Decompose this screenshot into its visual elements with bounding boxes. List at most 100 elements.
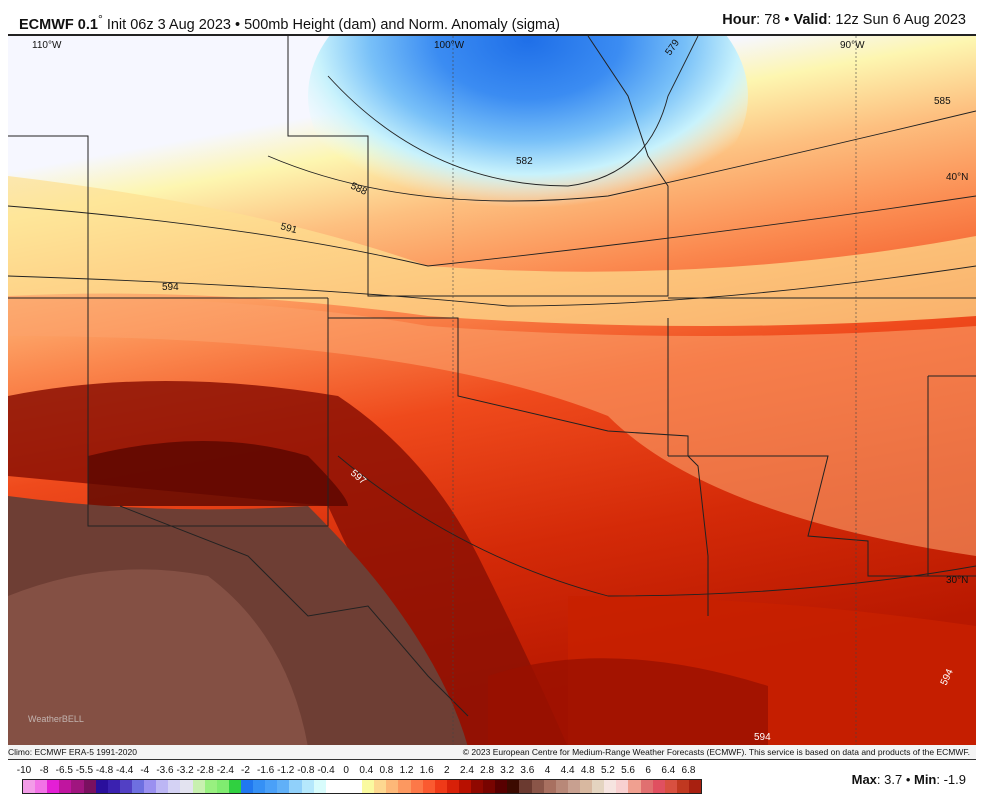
colorbar-tick-label: -6.5 (55, 765, 73, 776)
colorbar-tick-label: 2.4 (460, 765, 474, 776)
colorbar-swatch (265, 780, 278, 793)
colorbar-swatch (83, 780, 96, 793)
colorbar-swatch (325, 780, 338, 793)
colorbar-tick-label: -0.4 (317, 765, 335, 776)
colorbar-swatch (301, 780, 314, 793)
chart-title: ECMWF 0.1° Init 06z 3 Aug 2023 • 500mb H… (19, 12, 560, 33)
copyright-credit: © 2023 European Centre for Medium-Range … (462, 747, 970, 757)
contour-label-585: 585 (934, 96, 951, 107)
grid-lines (452, 36, 857, 747)
colorbar-swatch (337, 780, 350, 793)
grid-label-40n: 40°N (946, 172, 968, 183)
colorbar-swatch (349, 780, 363, 793)
colorbar-swatch (180, 780, 193, 793)
colorbar-swatch (144, 780, 157, 793)
credits-bar: Climo: ECMWF ERA-5 1991-2020 © 2023 Euro… (8, 745, 976, 760)
colorbar-tick-label: 0.4 (359, 765, 374, 776)
colorbar-swatch (204, 780, 217, 793)
colorbar-swatch (531, 780, 544, 793)
colorbar-tick-label: -5.5 (75, 765, 94, 776)
colorbar-swatch (422, 780, 435, 793)
colorbar-swatch (616, 780, 629, 793)
colorbar-swatch (131, 780, 145, 793)
colorbar-tick-label: 4 (544, 765, 551, 776)
min-label: Min (913, 772, 937, 787)
colorbar-swatch (216, 780, 229, 793)
colorbar (22, 779, 702, 794)
gulf-deep-zone (488, 658, 768, 747)
colorbar-swatch (495, 780, 508, 793)
colorbar-tick-label: 1.2 (399, 765, 414, 776)
colorbar-tick-label: -4.4 (116, 765, 134, 776)
colorbar-tick-label: -4 (140, 765, 150, 776)
watermark-logo: WeatherBELL (28, 714, 84, 724)
colorbar-swatch (640, 780, 653, 793)
colorbar-swatch (676, 780, 690, 793)
colorbar-swatch (71, 780, 84, 793)
max-label: Max (851, 772, 877, 787)
grid-label-90w: 90°W (840, 40, 865, 51)
grid-label-110w: 110°W (32, 40, 62, 51)
min-value: : -1.9 (936, 772, 966, 787)
colorbar-swatch (374, 780, 387, 793)
yellow-band (8, 176, 976, 326)
hour-value: : 78 • (756, 12, 794, 28)
valid-label: Valid (793, 12, 828, 28)
colorbar-swatch (567, 780, 581, 793)
valid-time: Hour: 78 • Valid: 12z Sun 6 Aug 2023 (722, 12, 966, 28)
colorbar-swatch (446, 780, 459, 793)
colorbar-tick-label: 6.4 (661, 765, 676, 776)
colorbar-swatch (689, 780, 702, 793)
anomaly-map: 110°W 100°W 90°W 40°N 30°N 579 582 585 5… (8, 34, 976, 747)
colorbar-tick-label: 4.8 (580, 765, 595, 776)
colorbar-swatch (555, 780, 568, 793)
colorbar-swatch (23, 780, 36, 793)
colorbar-tick-label: -3.6 (156, 765, 174, 776)
colorbar-swatch (289, 780, 302, 793)
colorbar-tick-label: 6.8 (681, 765, 696, 776)
colorbar-tick-label: 2.8 (480, 765, 495, 776)
colorbar-swatch (652, 780, 665, 793)
contour-label-594-south: 594 (754, 732, 771, 743)
colorbar-tick-label: -2.8 (196, 765, 214, 776)
colorbar-tick-label: 0.8 (379, 765, 394, 776)
colorbar-tick-label: 5.6 (621, 765, 635, 776)
colorbar-swatch (192, 780, 205, 793)
colorbar-tick-label: -8 (39, 765, 49, 776)
colorbar-swatch (543, 780, 556, 793)
hour-label: Hour (722, 12, 757, 28)
model-name: ECMWF 0.1 (19, 16, 98, 33)
degree-sign: ° (97, 12, 103, 26)
colorbar-tick-label: 4.4 (560, 765, 575, 776)
colorbar-swatch (483, 780, 496, 793)
colorbar-tick-label: 6 (645, 765, 651, 776)
climo-credit: Climo: ECMWF ERA-5 1991-2020 (8, 747, 137, 757)
colorbar-tick-label: 2 (444, 765, 450, 776)
max-value: : 3.7 • (876, 772, 914, 787)
colorbar-swatch (59, 780, 72, 793)
colorbar-swatch (228, 780, 241, 793)
colorbar-swatch (107, 780, 120, 793)
colorbar-swatch (592, 780, 605, 793)
colorbar-swatch (410, 780, 423, 793)
colorbar-tick-label: 3.6 (520, 765, 535, 776)
colorbar-swatch (507, 780, 520, 793)
colorbar-tick-label: -2 (241, 765, 250, 776)
max-min-stats: Max: 3.7 • Min: -1.9 (852, 772, 966, 787)
colorbar-swatch (277, 780, 290, 793)
colorbar-swatch (156, 780, 169, 793)
colorbar-swatch (47, 780, 60, 793)
colorbar-swatch (313, 780, 326, 793)
colorbar-swatch (519, 780, 532, 793)
colorbar-tick-label: 0 (343, 765, 349, 776)
colorbar-tick-label: 5.2 (600, 765, 615, 776)
colorbar-swatch (253, 780, 266, 793)
blue-trough (308, 36, 748, 236)
deep-ridge-core (88, 441, 348, 506)
valid-value: : 12z Sun 6 Aug 2023 (827, 12, 966, 28)
colorbar-swatch (119, 780, 132, 793)
grid-label-100w: 100°W (434, 40, 465, 51)
colorbar-swatch (386, 780, 399, 793)
colorbar-tick-label: -3.2 (176, 765, 194, 776)
colorbar-tick-label: -4.8 (95, 765, 114, 776)
